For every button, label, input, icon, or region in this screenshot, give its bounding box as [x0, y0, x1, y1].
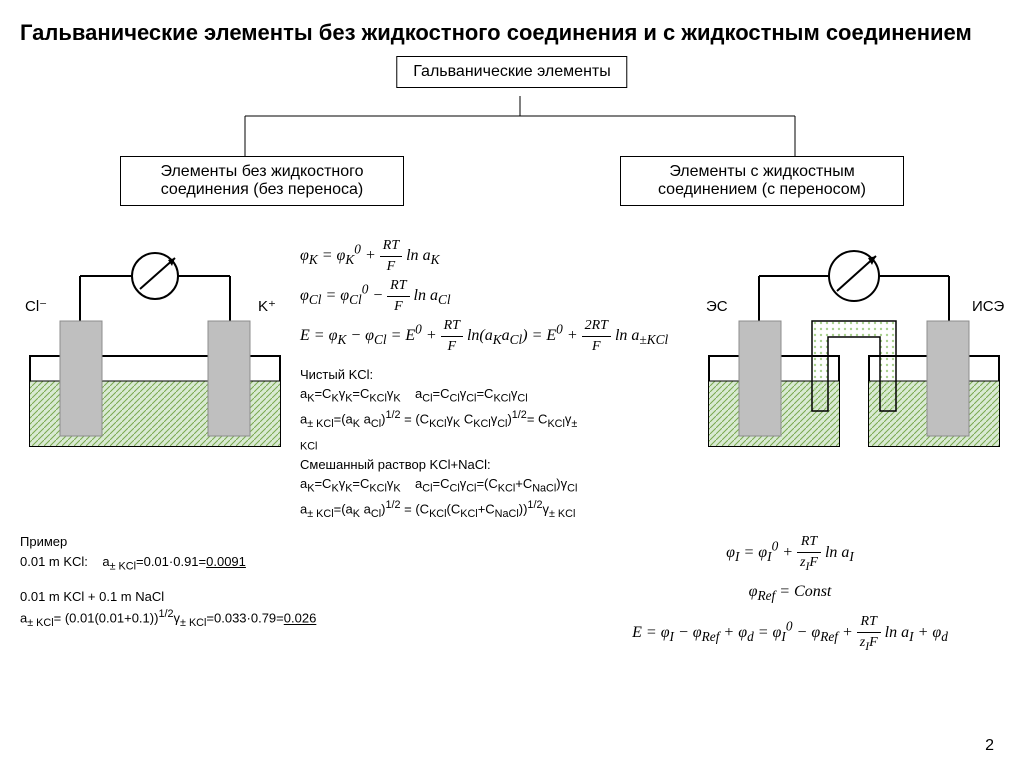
page-title: Гальванические элементы без жидкостного …: [20, 20, 1004, 46]
mix-line2: a± KCl=(aK aCl)1/2 = (CKCl(CKCl+CNaCl))1…: [300, 497, 694, 522]
hier-left-box: Элементы без жидкостного соединения (без…: [120, 156, 404, 206]
hier-right-line2: соединением (с переносом): [637, 181, 887, 199]
phi-k-eq: φK = φK0 + RTF ln aK: [300, 236, 694, 276]
pure-kcl-heading: Чистый KCl:: [300, 365, 694, 385]
hierarchy: Гальванические элементы Элементы без жид…: [20, 56, 1004, 226]
example-title: Пример: [20, 532, 580, 552]
pure-line3: KCl: [300, 432, 694, 455]
mix-line1: aK=CKγK=CKClγK aCl=CClγCl=(CKCl+CNaCl)γC…: [300, 474, 694, 497]
phi-ref-eq: φRef = Const: [580, 581, 1000, 606]
page-number: 2: [985, 737, 994, 755]
right-cell-diagram: ЭС ИСЭ: [704, 236, 1004, 522]
pure-line2: a± KCl=(aK aCl)1/2 = (CKClγK CKClγCl)1/2…: [300, 407, 694, 432]
phi-cl-eq: φCl = φCl0 − RTF ln aCl: [300, 276, 694, 316]
left-cell-diagram: Cl⁻ K⁺: [20, 236, 290, 522]
hier-left-line1: Элементы без жидкостного: [137, 163, 387, 181]
hier-left-line2: соединения (без переноса): [137, 181, 387, 199]
right-formulas: φI = φI0 + RTzIF ln aI φRef = Const E = …: [580, 532, 1000, 654]
label-k: K⁺: [258, 298, 276, 315]
svg-text:ИСЭ: ИСЭ: [972, 298, 1004, 315]
e-eq: E = φK − φCl = E0 + RTF ln(aKaCl) = E0 +…: [300, 316, 694, 356]
e-full-eq: E = φI − φRef + φd = φI0 − φRef + RTzIF …: [580, 612, 1000, 655]
mix-heading: Смешанный раствор KCl+NaCl:: [300, 455, 694, 475]
example-line1: 0.01 m KCl: a± KCl=0.01·0.91=0.0091: [20, 552, 580, 575]
svg-text:ЭС: ЭС: [706, 298, 728, 315]
example-line2: 0.01 m KCl + 0.1 m NaCl: [20, 587, 580, 607]
hier-top-box: Гальванические элементы: [396, 56, 627, 88]
phi-i-eq: φI = φI0 + RTzIF ln aI: [580, 532, 1000, 575]
hier-right-box: Элементы с жидкостным соединением (с пер…: [620, 156, 904, 206]
label-cl: Cl⁻: [25, 298, 47, 315]
center-formulas: φK = φK0 + RTF ln aK φCl = φCl0 − RTF ln…: [300, 236, 694, 522]
pure-line1: aK=CKγK=CKClγK aCl=CClγCl=CKClγCl: [300, 384, 694, 407]
example-line3: a± KCl= (0.01(0.01+0.1))1/2γ± KCl=0.033·…: [20, 606, 580, 631]
hier-right-line1: Элементы с жидкостным: [637, 163, 887, 181]
example-block: Пример 0.01 m KCl: a± KCl=0.01·0.91=0.00…: [20, 532, 580, 654]
